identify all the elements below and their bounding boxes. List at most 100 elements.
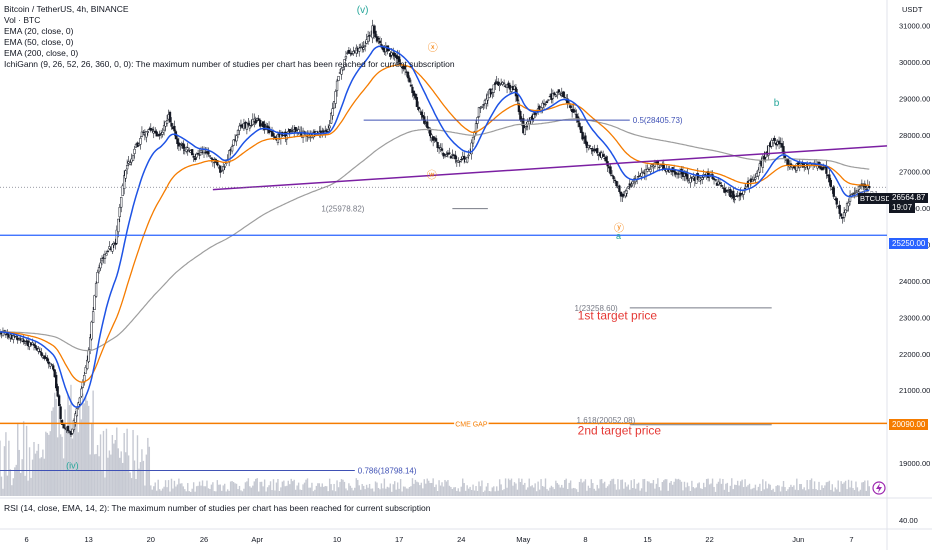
volume-bar: [562, 487, 564, 496]
volume-bar: [169, 491, 171, 496]
volume-bar: [272, 479, 275, 496]
candle-body: [56, 386, 59, 397]
volume-bar: [377, 487, 380, 496]
volume-bar: [778, 485, 780, 496]
volume-bar: [629, 489, 631, 496]
volume-bar: [586, 490, 588, 496]
volume-bar: [467, 488, 470, 496]
volume-bar: [40, 457, 43, 496]
volume-bar: [306, 478, 309, 496]
candle-body: [751, 179, 754, 182]
candle-body: [421, 114, 424, 118]
symbol-title[interactable]: Bitcoin / TetherUS, 4h, BINANCE: [4, 4, 129, 14]
volume-bar: [544, 478, 547, 496]
candle-body: [359, 47, 362, 49]
volume-bar: [373, 491, 375, 496]
volume-bar: [22, 421, 25, 496]
candle-body: [158, 133, 161, 136]
candle-body: [825, 166, 828, 174]
volume-bar: [43, 458, 46, 496]
candle-body: [139, 138, 142, 145]
volume-bar: [731, 478, 733, 496]
price-tick-label: 30000.00: [899, 58, 930, 67]
legend-rsi[interactable]: RSI (14, close, EMA, 14, 2): The maximum…: [4, 503, 431, 513]
candle-body: [173, 125, 176, 132]
candle-body: [547, 99, 550, 101]
volume-bar: [213, 491, 216, 496]
candle-body: [414, 93, 417, 99]
volume-bar: [652, 479, 655, 496]
candle-body: [701, 177, 704, 180]
volume-bar: [614, 484, 616, 496]
candle-body: [502, 82, 506, 84]
ticker-tag: BTCUSDT: [858, 193, 898, 204]
volume-bar: [510, 478, 513, 496]
volume-bar: [139, 462, 142, 496]
candle-body: [105, 253, 108, 256]
candle-body: [182, 143, 185, 149]
candle-body: [117, 218, 120, 233]
legend-volume[interactable]: Vol · BTC: [4, 15, 41, 25]
candle-body: [853, 192, 856, 194]
volume-bar: [484, 490, 486, 496]
volume-bar: [507, 478, 510, 496]
volume-bar: [281, 481, 284, 496]
volume-bar: [423, 479, 425, 496]
volume-bar: [632, 487, 634, 496]
volume-bar: [865, 490, 868, 496]
candle-body: [75, 408, 79, 417]
volume-bar: [170, 478, 173, 496]
volume-bar: [206, 480, 208, 496]
volume-bar: [402, 486, 405, 496]
volume-bar: [535, 491, 538, 496]
volume-bar: [686, 482, 689, 496]
candle-body: [562, 91, 565, 97]
legend-ema50[interactable]: EMA (50, close, 0): [4, 37, 74, 47]
volume-bar: [750, 489, 752, 496]
volume-bar: [166, 487, 168, 496]
volume-bar: [312, 491, 315, 496]
volume-bar: [858, 491, 860, 496]
candle-body: [448, 152, 451, 154]
volume-bar: [493, 486, 495, 496]
candle-body: [584, 135, 587, 144]
volume-bar: [630, 480, 632, 496]
volume-bar: [469, 486, 471, 496]
volume-bar: [105, 428, 108, 496]
candle-body: [377, 37, 380, 40]
candle-body: [630, 185, 633, 187]
volume-bar: [218, 484, 220, 496]
volume-bar: [117, 448, 119, 496]
volume-bar: [339, 481, 341, 496]
volume-bar: [549, 487, 551, 496]
volume-bar: [691, 480, 693, 496]
volume-bar: [222, 485, 224, 496]
volume-bar: [352, 490, 355, 496]
volume-bar: [179, 483, 182, 496]
volume-bar: [670, 481, 672, 496]
target2-label: 2nd target price: [578, 423, 662, 437]
legend-ema200[interactable]: EMA (200, close, 0): [4, 48, 79, 58]
candle-body: [772, 140, 775, 144]
candle-body: [525, 126, 528, 128]
volume-bar: [556, 483, 559, 496]
legend-ema20[interactable]: EMA (20, close, 0): [4, 26, 74, 36]
volume-bar: [725, 483, 727, 496]
volume-bar: [129, 472, 131, 496]
candle-body: [301, 130, 305, 138]
volume-bar: [466, 485, 468, 496]
volume-bar: [571, 488, 573, 496]
candle-body: [581, 131, 584, 140]
volume-bar: [392, 484, 394, 496]
candle-body: [236, 129, 240, 135]
candle-body: [128, 162, 132, 165]
candle-body: [219, 165, 222, 173]
volume-bar: [759, 483, 761, 496]
legend-ichigann[interactable]: IchiGann (9, 26, 52, 26, 360, 0, 0): The…: [4, 59, 455, 69]
candle-body: [569, 105, 572, 109]
volume-bar: [342, 479, 344, 496]
volume-bar: [450, 487, 452, 496]
volume-bar: [309, 487, 312, 496]
candle-body: [177, 142, 181, 147]
